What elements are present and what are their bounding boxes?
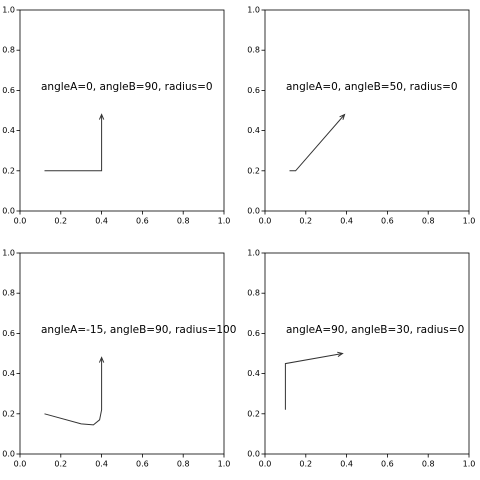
y-tick-label: 0.2: [247, 166, 260, 175]
y-tick-label: 0.4: [247, 369, 260, 378]
x-tick-label: 1.0: [218, 217, 231, 226]
y-tick-label: 0.2: [247, 409, 260, 418]
x-tick-label: 0.0: [14, 217, 27, 226]
y-tick-label: 0.2: [2, 409, 15, 418]
connection-line: [284, 353, 343, 410]
y-tick-label: 0.8: [247, 289, 260, 298]
y-tick-label: 0.4: [2, 126, 15, 135]
arrow-head: [98, 113, 105, 120]
y-tick-label: 0.6: [247, 86, 260, 95]
axes-frame: [19, 252, 225, 455]
y-tick-label: 0.8: [247, 46, 260, 55]
connection-line: [289, 114, 345, 172]
y-tick-label: 0.6: [2, 329, 15, 338]
y-tick-label: 0.8: [2, 46, 15, 55]
x-tick-label: 0.4: [340, 460, 353, 469]
x-tick-label: 0.0: [14, 460, 27, 469]
x-tick-label: 0.8: [177, 460, 190, 469]
x-tick-label: 0.6: [136, 460, 149, 469]
y-tick-label: 0.8: [2, 289, 15, 298]
x-tick-label: 1.0: [463, 460, 476, 469]
x-tick-label: 0.6: [381, 460, 394, 469]
x-tick-label: 0.6: [136, 217, 149, 226]
y-tick-label: 0.6: [247, 329, 260, 338]
y-tick-label: 0.0: [2, 450, 15, 459]
axes-frame: [264, 252, 470, 455]
x-tick-label: 0.2: [54, 460, 67, 469]
y-tick-label: 1.0: [2, 249, 15, 258]
x-tick-label: 0.8: [422, 460, 435, 469]
annotation: angleA=-15, angleB=90, radius=100: [41, 324, 236, 336]
y-tick-label: 0.2: [2, 166, 15, 175]
x-tick-label: 0.4: [95, 460, 108, 469]
annotation: angleA=0, angleB=50, radius=0: [286, 81, 458, 93]
connection-line: [44, 114, 103, 172]
y-tick-label: 1.0: [2, 6, 15, 15]
connection-line: [44, 357, 103, 426]
arrow-head: [337, 351, 344, 357]
x-tick-label: 0.6: [381, 217, 394, 226]
y-tick-label: 0.4: [247, 126, 260, 135]
x-tick-label: 0.8: [177, 217, 190, 226]
y-tick-label: 1.0: [247, 249, 260, 258]
arrow-head: [98, 356, 105, 363]
x-tick-label: 0.2: [299, 217, 312, 226]
x-tick-label: 1.0: [218, 460, 231, 469]
x-tick-label: 0.8: [422, 217, 435, 226]
y-tick-label: 0.0: [247, 207, 260, 216]
y-tick-label: 0.6: [2, 86, 15, 95]
y-tick-label: 1.0: [247, 6, 260, 15]
x-tick-label: 0.2: [54, 217, 67, 226]
axes-frame: [264, 9, 470, 212]
y-tick-label: 0.0: [247, 450, 260, 459]
x-tick-label: 0.0: [259, 217, 272, 226]
annotation: angleA=90, angleB=30, radius=0: [286, 324, 464, 336]
x-tick-label: 0.4: [340, 217, 353, 226]
y-tick-label: 0.0: [2, 207, 15, 216]
x-tick-label: 1.0: [463, 217, 476, 226]
x-tick-label: 0.2: [299, 460, 312, 469]
y-tick-label: 0.4: [2, 369, 15, 378]
annotation: angleA=0, angleB=90, radius=0: [41, 81, 213, 93]
axes-frame: [19, 9, 225, 212]
x-tick-label: 0.0: [259, 460, 272, 469]
arrow-head: [339, 113, 346, 120]
x-tick-label: 0.4: [95, 217, 108, 226]
